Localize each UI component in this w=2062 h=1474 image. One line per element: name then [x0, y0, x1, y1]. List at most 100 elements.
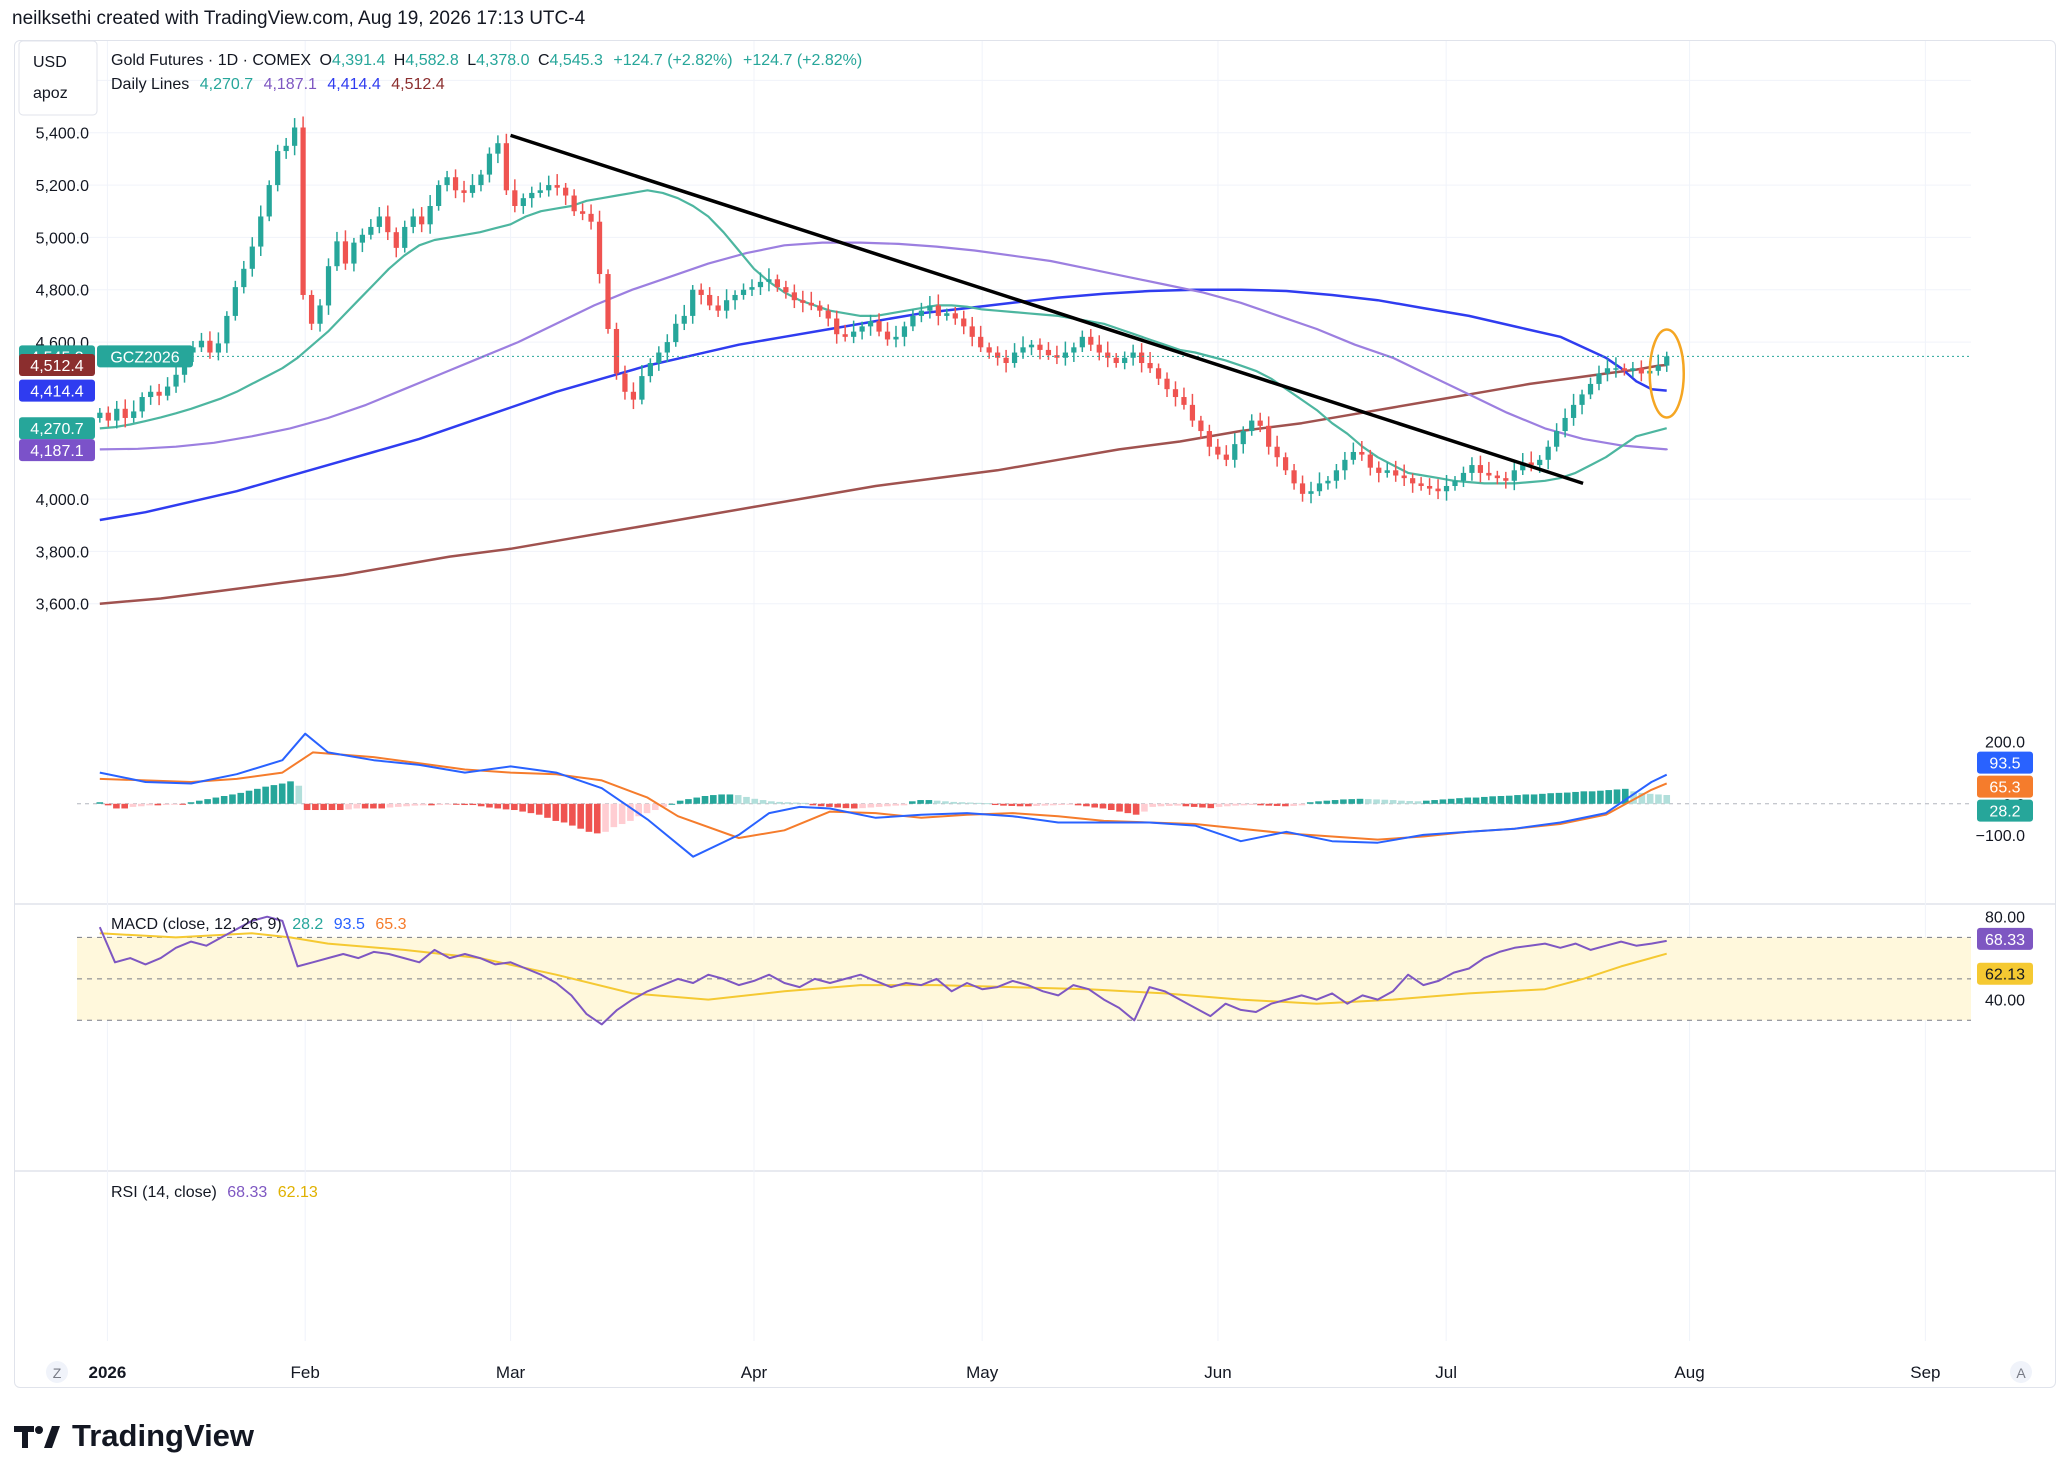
macd-histogram-bar	[1348, 799, 1355, 804]
chart-canvas[interactable]: 2026FebMarAprMayJunJulAugSep5,600.05,400…	[15, 40, 2055, 1387]
macd-badge-bg	[1977, 775, 2033, 798]
candle-body	[1587, 383, 1594, 395]
macd-histogram-bar	[967, 802, 974, 804]
candle-body	[952, 313, 958, 319]
candle-body	[1088, 336, 1094, 345]
macd-legend[interactable]: MACD (close, 12, 26, 9) 28.2 93.5 65.3	[111, 916, 407, 933]
x-tick-label: May	[966, 1363, 999, 1382]
macd-histogram-bar	[892, 803, 900, 806]
macd-histogram-bar	[801, 802, 808, 804]
candle-body	[334, 241, 340, 267]
macd-histogram-bar	[958, 802, 966, 804]
candle-body	[664, 342, 670, 353]
candle-body	[579, 211, 586, 214]
macd-histogram-bar	[1481, 796, 1488, 804]
x-tick-label: Sep	[1910, 1363, 1940, 1382]
macd-histogram-bar	[328, 803, 336, 811]
candle-body	[317, 305, 323, 324]
macd-histogram-bar	[768, 801, 775, 804]
rsi-line	[98, 915, 1667, 1026]
macd-histogram-bar	[129, 803, 137, 807]
macd-histogram-bar	[104, 803, 112, 806]
macd-badge: 65.3	[1977, 775, 2033, 798]
macd-histogram-bar	[1232, 803, 1239, 806]
macd-badge-bg	[1977, 751, 2033, 774]
candle-body	[1621, 368, 1628, 371]
macd-histogram-bar	[1398, 800, 1405, 804]
symbol-tag-text: GCZ2026	[110, 349, 179, 366]
macd-histogram-bar	[1646, 793, 1654, 804]
macd-histogram-bar	[535, 803, 543, 815]
candle-body	[351, 242, 357, 264]
candle-body	[647, 363, 653, 377]
currency-box[interactable]: USD apoz	[18, 40, 98, 116]
candle-body	[1325, 480, 1331, 484]
macd-histogram-bar	[444, 803, 452, 805]
price-tick-label: 5,200.0	[36, 178, 89, 195]
candle-body	[1655, 365, 1661, 371]
macd-histogram-bar	[278, 783, 286, 804]
macd-histogram-bar	[1439, 799, 1447, 804]
macd-histogram-bar	[850, 803, 858, 809]
rsi-pane	[77, 915, 1971, 1026]
symbol-legend[interactable]: Gold Futures · 1D · COMEX O4,391.4 H4,58…	[111, 52, 862, 69]
candle-body	[1486, 472, 1492, 476]
candle-body	[901, 326, 908, 337]
macd-histogram-bar	[1555, 792, 1563, 804]
auto-scale-label: A	[2016, 1365, 2026, 1381]
macd-histogram-bar	[950, 801, 958, 804]
macd-histogram-bar	[1340, 799, 1347, 804]
macd-histogram-bar	[1282, 803, 1289, 807]
macd-badge-text: 93.5	[1989, 756, 2020, 773]
rsi-badge-bg	[1977, 962, 2033, 985]
macd-badge-bg	[1977, 799, 2033, 822]
macd-histogram-bar	[1016, 803, 1024, 807]
macd-histogram-bar	[1373, 799, 1380, 804]
candle-body	[1054, 355, 1060, 358]
zoom-left-button[interactable]: Z	[46, 1361, 68, 1383]
candle-body	[1520, 462, 1526, 471]
price-badge-bg	[19, 439, 95, 462]
change-value-2: +124.7 (+2.82%)	[743, 52, 862, 69]
high-value: 4,582.8	[405, 52, 458, 69]
macd-histogram-bar	[826, 803, 833, 807]
candle-body	[1596, 373, 1602, 384]
macd-histogram-bar	[436, 803, 444, 806]
rsi-badge-text: 62.13	[1985, 967, 2025, 984]
macd-histogram-bar	[1530, 794, 1538, 804]
macd-histogram-bar	[1663, 795, 1671, 804]
candle-body	[927, 305, 933, 311]
candle-body	[1359, 451, 1365, 455]
macd-histogram-bar	[743, 796, 750, 804]
macd-histogram-bar	[1456, 798, 1463, 804]
candle-body	[520, 198, 526, 207]
auto-scale-button[interactable]: A	[2010, 1361, 2032, 1383]
macd-histogram-bar	[394, 803, 402, 807]
macd-histogram-bar	[229, 794, 236, 804]
candle-body	[537, 190, 543, 193]
candle-body	[241, 268, 247, 288]
rsi-value: 68.33	[227, 1184, 267, 1201]
chart-frame: 2026FebMarAprMayJunJulAugSep5,600.05,400…	[14, 40, 2056, 1388]
daily-lines-legend[interactable]: Daily Lines 4,270.7 4,187.1 4,414.4 4,51…	[111, 76, 445, 93]
x-tick-label: Aug	[1674, 1363, 1704, 1382]
candle-body	[1079, 336, 1085, 348]
candle-body	[834, 318, 840, 335]
candle-body	[503, 143, 509, 191]
candle-body	[656, 352, 662, 364]
macd-histogram-bar	[1132, 803, 1140, 815]
currency-label: USD	[33, 54, 67, 71]
price-tick-label: 4,000.0	[36, 492, 89, 509]
macd-histogram-bar	[809, 803, 817, 806]
macd-histogram-bar	[1630, 791, 1637, 804]
candle-body	[1443, 485, 1450, 492]
macd-histogram-bar	[1638, 792, 1646, 804]
macd-histogram-bar	[1107, 803, 1115, 811]
candle-body	[1579, 394, 1585, 405]
candle-body	[859, 326, 865, 332]
macd-histogram-bar	[1306, 802, 1314, 804]
candle-body	[1537, 459, 1543, 466]
tradingview-branding[interactable]: TradingView	[14, 1418, 254, 1454]
candle-body	[1181, 397, 1187, 405]
rsi-legend[interactable]: RSI (14, close) 68.33 62.13	[111, 1184, 318, 1201]
